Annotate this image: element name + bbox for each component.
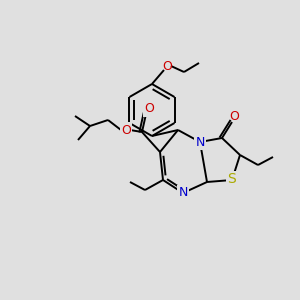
Text: S: S (228, 172, 236, 186)
Text: O: O (144, 103, 154, 116)
Text: O: O (162, 59, 172, 73)
Text: N: N (195, 136, 205, 148)
Text: N: N (178, 187, 188, 200)
Text: O: O (121, 124, 131, 136)
Text: O: O (229, 110, 239, 124)
